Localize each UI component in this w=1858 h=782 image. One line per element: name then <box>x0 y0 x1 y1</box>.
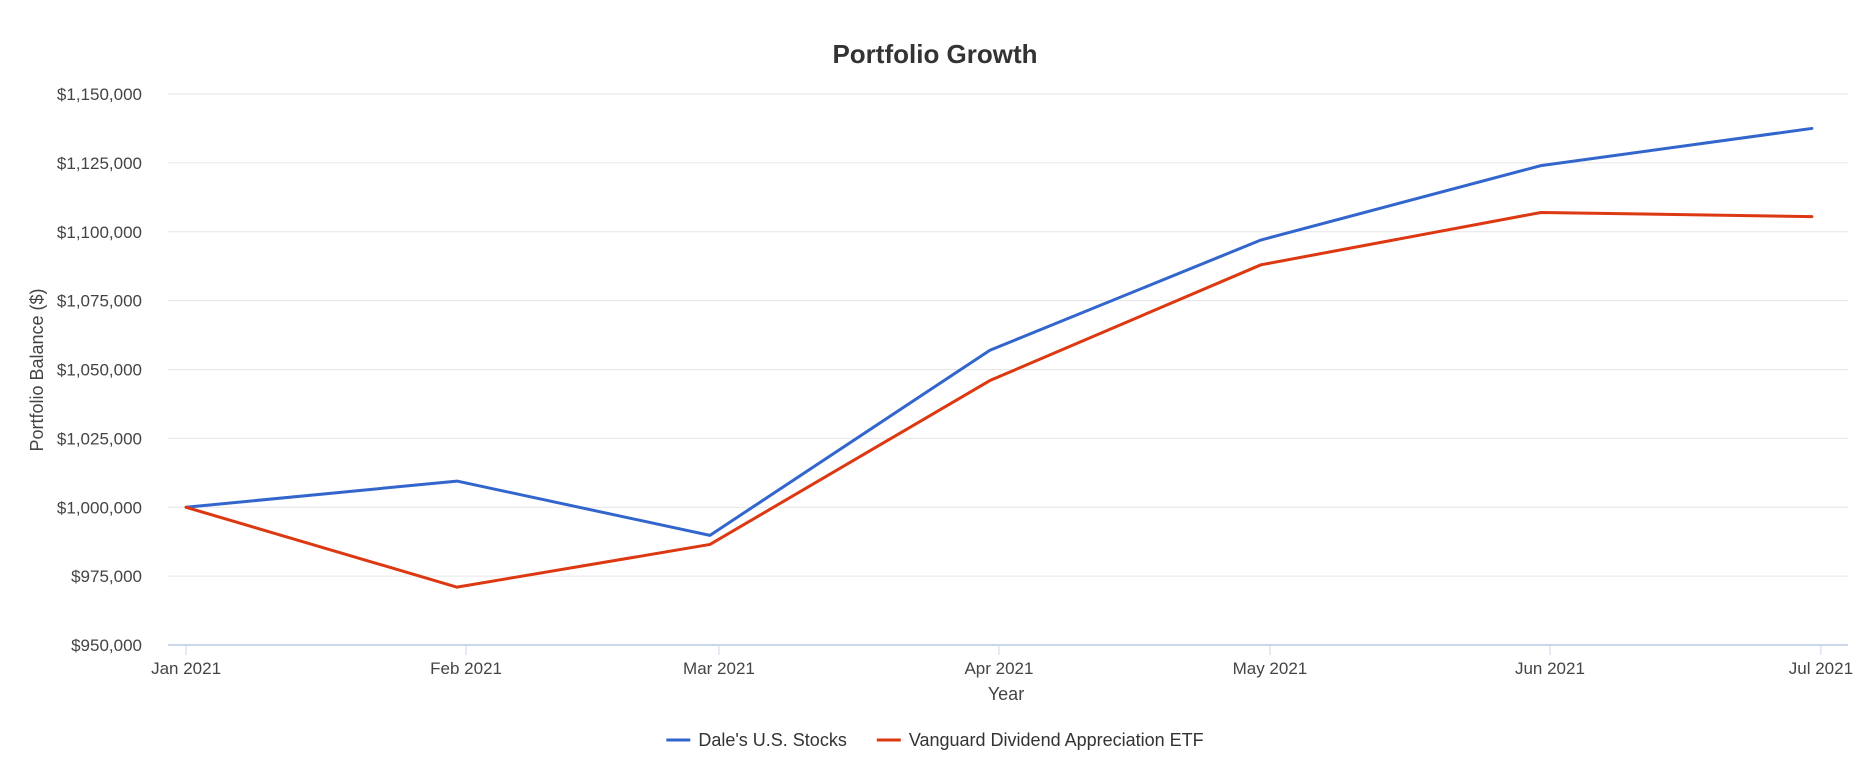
legend-label: Dale's U.S. Stocks <box>698 730 846 750</box>
y-tick-label: $950,000 <box>71 636 142 655</box>
x-tick-label: Feb 2021 <box>430 659 502 678</box>
y-tick-label: $1,050,000 <box>57 361 142 380</box>
gridlines <box>168 93 1848 577</box>
y-tick-label: $975,000 <box>71 567 142 586</box>
y-tick-label: $1,125,000 <box>57 154 142 173</box>
legend[interactable]: Dale's U.S. Stocks Vanguard Dividend Appr… <box>666 730 1204 750</box>
x-tick-label: May 2021 <box>1233 659 1308 678</box>
chart-title: Portfolio Growth <box>832 39 1037 69</box>
y-axis: $950,000 $975,000 $1,000,000 $1,025,000 $1,0… <box>57 85 142 655</box>
x-tick-label: Mar 2021 <box>683 659 755 678</box>
series-line[interactable] <box>184 126 1814 537</box>
x-tick-label: Apr 2021 <box>964 659 1033 678</box>
series-line[interactable] <box>184 210 1814 589</box>
series-lines <box>184 126 1814 589</box>
legend-item[interactable]: Dale's U.S. Stocks <box>666 730 847 750</box>
x-axis-title: Year <box>988 684 1024 704</box>
legend-label: Vanguard Dividend Appreciation ETF <box>909 730 1204 750</box>
y-axis-title: Portfolio Balance ($) <box>27 288 47 451</box>
y-tick-label: $1,025,000 <box>57 429 142 448</box>
y-tick-label: $1,000,000 <box>57 498 142 517</box>
x-tick-label: Jul 2021 <box>1789 659 1853 678</box>
x-tick-label: Jan 2021 <box>151 659 221 678</box>
legend-item[interactable]: Vanguard Dividend Appreciation ETF <box>876 730 1204 750</box>
y-tick-label: $1,100,000 <box>57 223 142 242</box>
y-tick-label: $1,150,000 <box>57 85 142 104</box>
y-tick-label: $1,075,000 <box>57 292 142 311</box>
x-axis: Jan 2021 Feb 2021 Mar 2021 Apr 2021 May 2021… <box>151 644 1853 678</box>
x-tick-label: Jun 2021 <box>1515 659 1585 678</box>
